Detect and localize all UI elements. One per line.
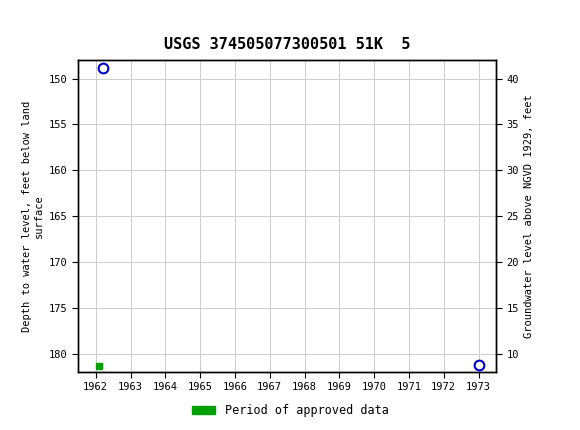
Y-axis label: Depth to water level, feet below land
surface: Depth to water level, feet below land su… [22,101,44,332]
Y-axis label: Groundwater level above NGVD 1929, feet: Groundwater level above NGVD 1929, feet [524,94,534,338]
Title: USGS 374505077300501 51K  5: USGS 374505077300501 51K 5 [164,37,410,52]
Legend: Period of approved data: Period of approved data [187,399,393,422]
Text: ≋: ≋ [3,8,20,36]
Text: USGS: USGS [44,9,100,34]
